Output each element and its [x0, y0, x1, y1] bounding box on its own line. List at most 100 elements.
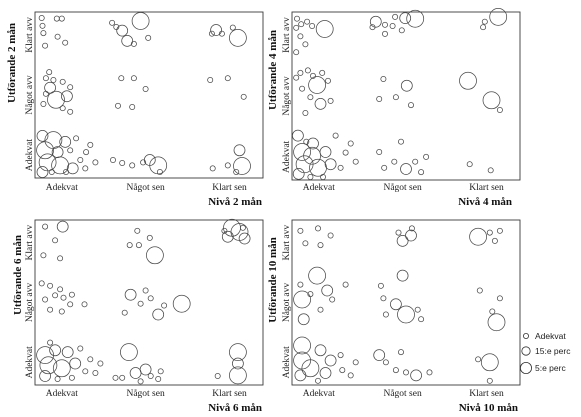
data-point	[44, 131, 63, 149]
x-axis-title: Nivå 4 mån	[458, 196, 512, 208]
data-point	[67, 147, 74, 154]
data-point	[319, 367, 332, 379]
data-point	[38, 153, 57, 172]
data-point	[395, 229, 402, 236]
data-point	[352, 359, 359, 366]
data-point	[130, 40, 137, 47]
data-point	[476, 287, 483, 294]
y-axis-title: Utförande 10 mån	[267, 237, 279, 323]
data-point	[129, 104, 136, 110]
data-point	[47, 339, 54, 346]
data-point	[299, 85, 306, 92]
data-point	[377, 282, 384, 289]
data-point	[481, 18, 488, 25]
data-point	[293, 49, 300, 56]
data-point	[491, 237, 498, 244]
data-point	[97, 360, 104, 367]
data-point	[38, 15, 45, 21]
legend-marker-medium	[521, 346, 531, 356]
data-point	[324, 354, 337, 367]
data-points	[36, 12, 251, 178]
plot-frame	[34, 11, 264, 179]
data-point	[110, 157, 116, 163]
data-point	[320, 174, 326, 180]
data-point	[66, 162, 79, 175]
data-point	[51, 156, 69, 175]
data-point	[240, 93, 247, 100]
x-axis-title: Nivå 6 mån	[208, 402, 262, 414]
data-point	[314, 98, 327, 110]
data-point	[392, 367, 399, 374]
data-point	[381, 164, 388, 171]
data-point	[466, 161, 473, 168]
data-point	[308, 76, 326, 94]
y-tick-label: Något avv	[281, 76, 292, 116]
data-point	[61, 346, 74, 358]
data-point	[119, 160, 126, 166]
data-point	[224, 75, 231, 82]
data-point	[229, 24, 236, 31]
data-point	[218, 30, 225, 37]
data-point	[149, 156, 168, 175]
x-tick-label: Något sen	[126, 388, 165, 399]
data-point	[229, 343, 247, 361]
data-point	[59, 136, 72, 148]
data-point	[332, 132, 339, 139]
data-point	[121, 309, 128, 316]
data-point	[233, 169, 240, 175]
data-point	[369, 15, 382, 28]
data-point	[307, 174, 314, 180]
y-tick-label: Klart avv	[25, 17, 35, 53]
data-point	[82, 165, 89, 172]
data-point	[496, 295, 503, 302]
data-point	[380, 295, 387, 302]
data-point	[137, 378, 144, 385]
data-points	[293, 225, 506, 384]
data-point	[135, 242, 142, 249]
data-point	[309, 23, 316, 29]
y-tick-label: Adekvat	[282, 140, 292, 173]
data-point	[293, 24, 300, 31]
data-point	[304, 18, 311, 25]
data-point	[418, 316, 425, 323]
data-point	[129, 367, 142, 379]
data-point	[157, 368, 164, 375]
data-point	[239, 224, 246, 231]
data-point	[423, 153, 430, 160]
data-point	[412, 158, 419, 165]
data-point	[119, 374, 126, 381]
data-point	[124, 288, 137, 301]
data-point	[342, 149, 349, 156]
data-point	[293, 336, 311, 355]
data-point	[40, 252, 47, 259]
data-point	[48, 169, 55, 175]
data-point	[52, 292, 59, 299]
data-point	[382, 21, 388, 28]
data-point	[480, 353, 499, 372]
data-point	[59, 105, 66, 112]
data-point	[315, 377, 321, 384]
data-point	[209, 165, 216, 172]
data-point	[418, 169, 425, 176]
x-tick-label: Något sen	[383, 182, 422, 193]
x-axis-title: Nivå 2 mån	[208, 196, 262, 208]
data-point	[46, 69, 53, 76]
data-point	[410, 369, 422, 382]
plot-panel: Adekvat Något sen Klart sen Adekvat Något av…	[12, 218, 264, 414]
data-point	[399, 12, 412, 24]
data-point	[398, 138, 404, 145]
data-point	[115, 102, 121, 109]
data-point	[302, 41, 309, 48]
data-point	[304, 67, 311, 74]
data-point	[297, 281, 304, 288]
data-point	[406, 9, 425, 28]
data-point	[233, 144, 246, 157]
data-point	[389, 23, 396, 29]
data-point	[36, 166, 49, 178]
data-point	[392, 13, 399, 20]
data-point	[373, 349, 386, 361]
data-point	[62, 39, 69, 46]
data-point	[293, 74, 300, 81]
y-axis-title: Utförande 6 mån	[12, 235, 24, 315]
data-point	[142, 287, 149, 294]
